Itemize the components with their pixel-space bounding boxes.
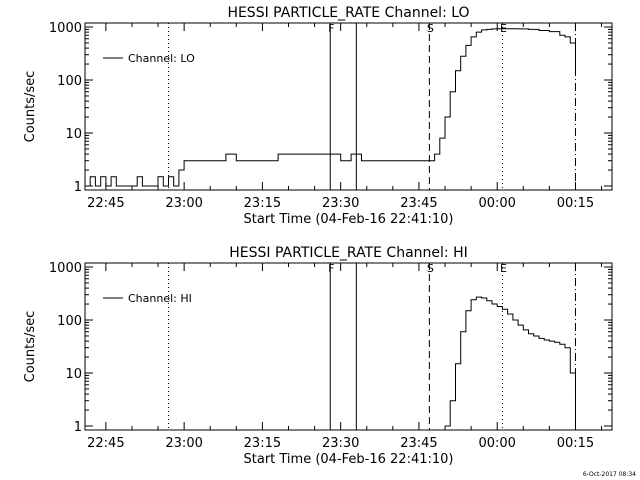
- y-tick-label: 10: [65, 127, 82, 142]
- x-tick-label: 00:15: [557, 436, 594, 451]
- y-axis-label: Counts/sec: [23, 311, 38, 383]
- x-tick-label: 23:00: [165, 436, 202, 451]
- series-line-channel-hi: [445, 296, 576, 427]
- x-tick-label: 23:00: [165, 196, 202, 211]
- y-axis-label: Counts/sec: [23, 71, 38, 143]
- y-tick-label: 1000: [49, 261, 82, 276]
- y-tick-label: 1000: [49, 21, 82, 36]
- series-line-channel-lo: [85, 28, 576, 187]
- x-tick-label: 00:00: [478, 436, 515, 451]
- event-marker-label: S: [427, 22, 434, 35]
- x-tick-label: 23:45: [400, 436, 437, 451]
- legend-label: Channel: HI: [128, 292, 192, 305]
- footer-timestamp: 6-Oct-2017 08:34: [583, 471, 636, 478]
- x-axis-label: Start Time (04-Feb-16 22:41:10): [244, 452, 454, 467]
- y-tick-label: 10: [65, 367, 82, 382]
- plot-frame: [84, 22, 613, 191]
- chart-panel-hi: HESSI PARTICLE_RATE Channel: HI 1 10 100 100…: [23, 245, 613, 467]
- y-tick-label: 100: [57, 314, 82, 329]
- chart-title: HESSI PARTICLE_RATE Channel: LO: [227, 5, 469, 21]
- x-tick-label: 23:45: [400, 196, 437, 211]
- x-tick-label: 22:45: [87, 436, 124, 451]
- event-marker-label: S: [427, 262, 434, 275]
- chart-title: HESSI PARTICLE_RATE Channel: HI: [229, 245, 467, 261]
- y-tick-label: 100: [57, 74, 82, 89]
- x-tick-label: 23:30: [322, 196, 359, 211]
- event-marker-label: F: [328, 262, 334, 275]
- event-marker-label: E: [500, 262, 507, 275]
- event-marker-label: F: [328, 22, 334, 35]
- x-axis-label: Start Time (04-Feb-16 22:41:10): [244, 212, 454, 227]
- x-tick-label: 00:15: [557, 196, 594, 211]
- legend-label: Channel: LO: [128, 52, 195, 65]
- x-tick-label: 23:15: [244, 436, 281, 451]
- plot-frame: [84, 262, 613, 431]
- x-tick-label: 00:00: [478, 196, 515, 211]
- chart-panel-lo: HESSI PARTICLE_RATE Channel: LO 1 10 100 100…: [23, 5, 613, 227]
- x-tick-label: 23:15: [244, 196, 281, 211]
- x-tick-label: 22:45: [87, 196, 124, 211]
- y-tick-label: 1: [74, 180, 82, 195]
- x-tick-label: 23:30: [322, 436, 359, 451]
- y-tick-label: 1: [74, 420, 82, 435]
